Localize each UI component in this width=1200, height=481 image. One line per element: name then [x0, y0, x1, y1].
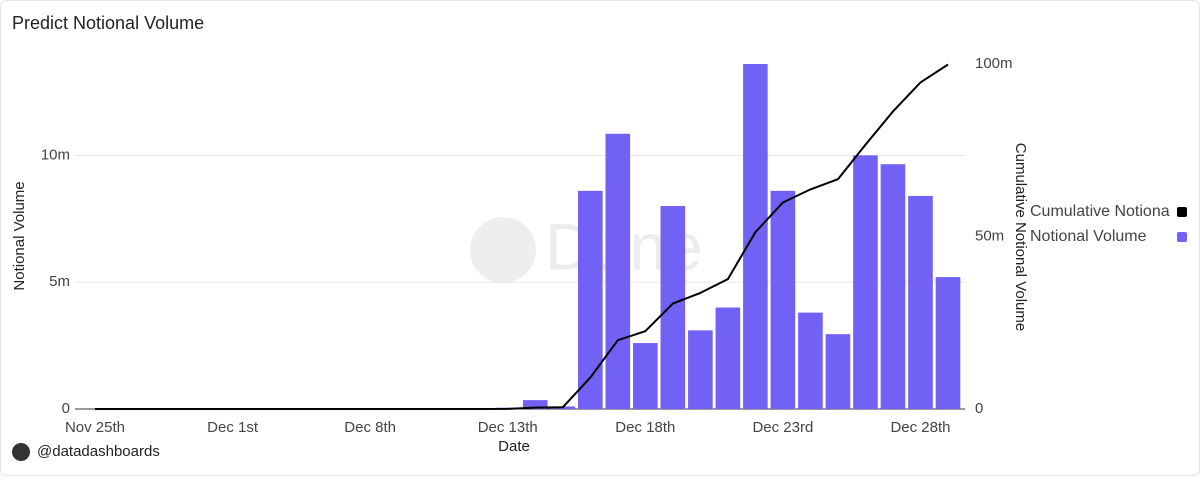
legend-swatch [1177, 207, 1187, 217]
y2-tick-label: 100m [975, 55, 1013, 72]
y2-axis-label: Cumulative Notional Volume [1012, 143, 1029, 331]
y-axis-label: Notional Volume [11, 181, 28, 290]
bar [770, 190, 796, 409]
bar [743, 64, 768, 409]
y-tick-label: 10m [41, 146, 70, 163]
legend: Cumulative Notional Volume Notional Volum… [1030, 203, 1200, 245]
bar [522, 400, 548, 409]
bar [660, 206, 686, 409]
bar [908, 195, 933, 409]
bar [935, 277, 961, 409]
x-tick-label: Dec 13th [478, 419, 538, 436]
legend-label: Cumulative Notional Volume [1030, 203, 1200, 220]
chart-title: Predict Notional Volume [12, 13, 204, 33]
bar [605, 133, 631, 409]
x-tick-label: Dec 8th [344, 419, 396, 436]
y-tick-label: 0 [62, 400, 70, 417]
bar [633, 343, 658, 409]
bar [798, 312, 823, 409]
x-tick-label: Nov 25th [65, 419, 125, 436]
x-tick-label: Dec 23rd [752, 419, 813, 436]
avatar [12, 443, 30, 461]
y2-tick-label: 0 [975, 400, 983, 417]
legend-swatch [1177, 232, 1187, 242]
watermark-logo [470, 217, 536, 283]
y-tick-label: 5m [49, 273, 70, 290]
bar [853, 155, 878, 409]
bar [688, 330, 713, 409]
bar [880, 164, 906, 409]
bar [715, 307, 741, 409]
legend-label: Notional Volume [1030, 228, 1147, 245]
line [95, 63, 949, 410]
bar [825, 334, 851, 409]
footer: @datadashboards [37, 443, 160, 460]
x-tick-label: Dec 18th [615, 419, 675, 436]
x-tick-label: Dec 28th [890, 419, 950, 436]
x-axis-label: Date [498, 438, 530, 455]
x-tick-label: Dec 1st [207, 419, 259, 436]
y2-tick-label: 50m [975, 227, 1004, 244]
bar [577, 190, 603, 409]
